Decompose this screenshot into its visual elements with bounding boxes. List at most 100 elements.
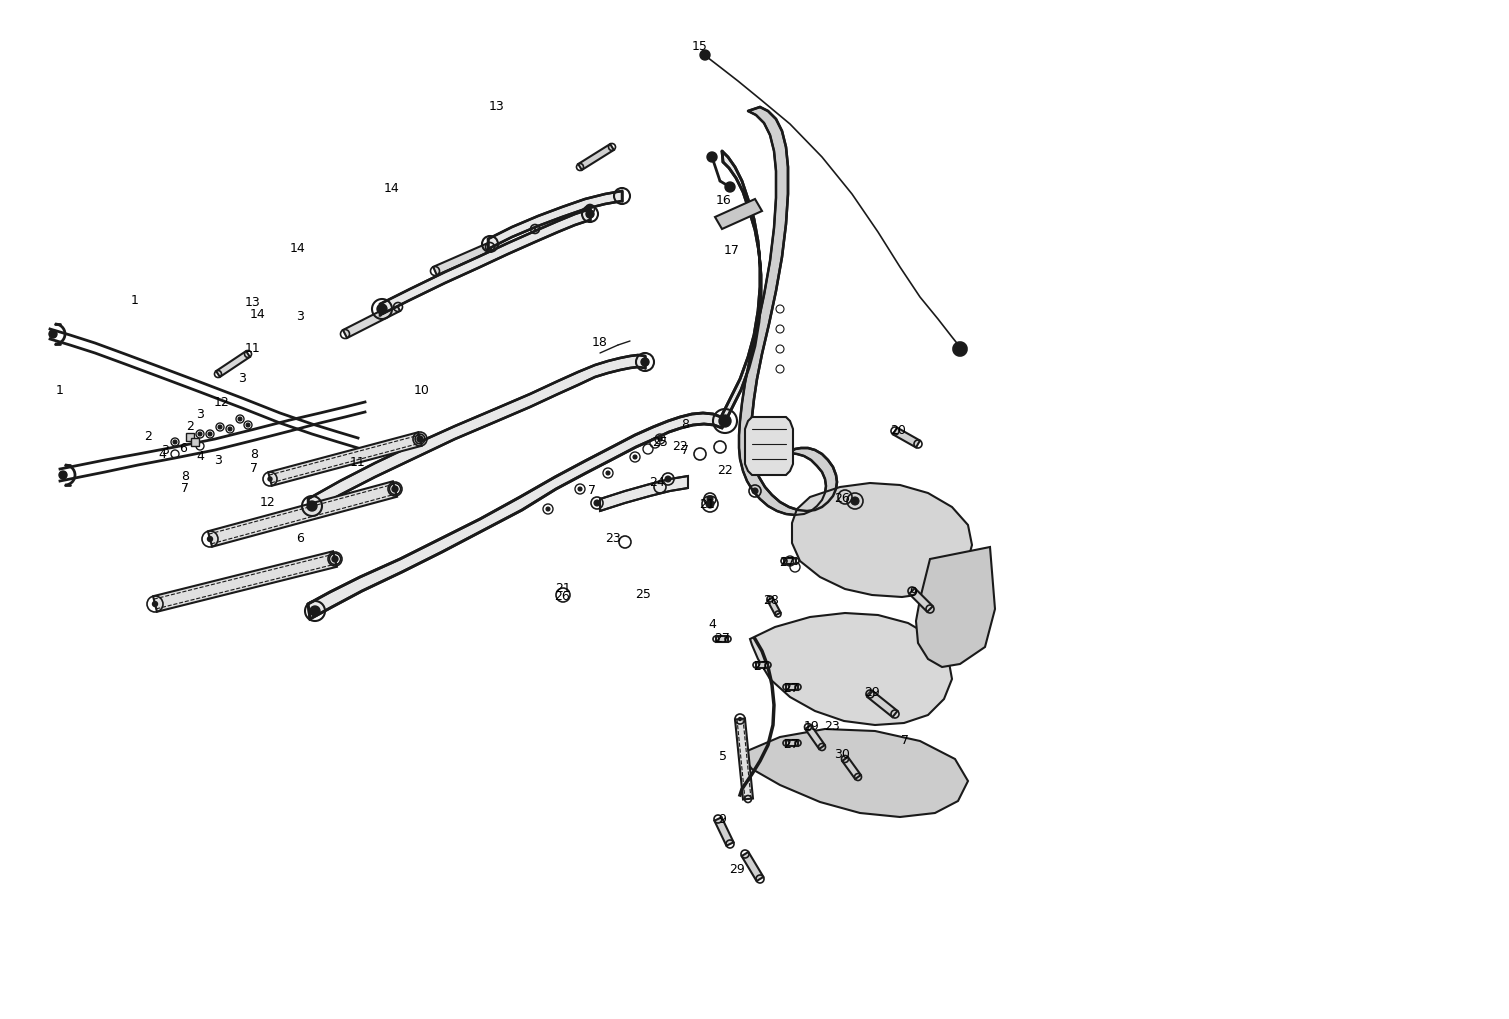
Text: 1: 1: [131, 293, 139, 306]
Circle shape: [665, 477, 672, 483]
Circle shape: [208, 537, 213, 542]
Text: 26: 26: [834, 491, 850, 504]
Text: 21: 21: [699, 497, 715, 510]
Text: 22: 22: [717, 463, 733, 476]
Circle shape: [309, 606, 320, 616]
Polygon shape: [768, 598, 780, 615]
Circle shape: [306, 501, 317, 512]
Polygon shape: [842, 757, 860, 780]
Polygon shape: [893, 428, 920, 448]
Circle shape: [416, 436, 423, 442]
Circle shape: [269, 478, 272, 482]
Text: 29: 29: [865, 685, 880, 698]
Bar: [192, 438, 199, 446]
Circle shape: [377, 305, 386, 315]
Text: 14: 14: [385, 181, 400, 195]
Circle shape: [238, 418, 241, 422]
Text: 4: 4: [196, 449, 204, 462]
Text: 20: 20: [890, 423, 905, 436]
Polygon shape: [714, 817, 733, 846]
Text: 27: 27: [783, 681, 798, 694]
Circle shape: [585, 211, 595, 219]
Text: 7: 7: [681, 444, 690, 458]
Polygon shape: [916, 547, 994, 667]
Circle shape: [217, 426, 222, 430]
Polygon shape: [741, 852, 764, 881]
Text: 9: 9: [908, 585, 917, 598]
Circle shape: [954, 343, 966, 356]
Text: 3: 3: [161, 443, 169, 457]
Circle shape: [174, 440, 177, 444]
Circle shape: [708, 496, 712, 502]
Text: 30: 30: [834, 747, 850, 760]
Text: 13: 13: [244, 296, 261, 308]
Polygon shape: [806, 726, 825, 749]
Circle shape: [718, 416, 730, 428]
Polygon shape: [380, 210, 590, 316]
Text: 16: 16: [717, 194, 732, 206]
Text: 27: 27: [714, 632, 730, 645]
Polygon shape: [433, 244, 492, 276]
Text: 6: 6: [296, 532, 303, 545]
Circle shape: [658, 437, 662, 441]
Text: 21: 21: [555, 581, 570, 594]
Polygon shape: [578, 145, 614, 171]
Text: 22: 22: [672, 440, 688, 453]
Circle shape: [641, 359, 649, 367]
Text: 4: 4: [158, 447, 166, 460]
Text: 3: 3: [196, 408, 204, 421]
Text: 9: 9: [718, 813, 726, 825]
Text: 7: 7: [901, 733, 908, 746]
Polygon shape: [750, 613, 952, 726]
Text: 3: 3: [238, 371, 246, 384]
Text: 15: 15: [693, 40, 708, 52]
Text: 17: 17: [724, 244, 739, 256]
Polygon shape: [786, 740, 798, 746]
Circle shape: [595, 500, 601, 506]
Circle shape: [59, 472, 66, 480]
Text: 23: 23: [824, 718, 841, 732]
Polygon shape: [534, 206, 592, 234]
Circle shape: [208, 433, 211, 436]
Polygon shape: [785, 558, 797, 565]
Text: 24: 24: [649, 475, 665, 488]
Text: 3: 3: [296, 309, 303, 322]
Text: 7: 7: [250, 461, 258, 474]
Text: 23: 23: [605, 531, 620, 544]
Polygon shape: [343, 304, 400, 338]
Text: 19: 19: [804, 718, 819, 732]
Polygon shape: [487, 192, 622, 250]
Circle shape: [392, 486, 398, 492]
Text: 8: 8: [681, 418, 690, 431]
Circle shape: [48, 331, 57, 338]
Circle shape: [228, 428, 232, 432]
Text: 11: 11: [244, 341, 261, 355]
Polygon shape: [216, 352, 250, 378]
Text: 10: 10: [413, 383, 430, 396]
Text: 8: 8: [250, 448, 258, 461]
Text: 8: 8: [181, 469, 189, 482]
Circle shape: [607, 472, 610, 476]
Circle shape: [851, 497, 859, 505]
Polygon shape: [792, 484, 972, 597]
Text: 27: 27: [783, 737, 798, 750]
Text: 26: 26: [554, 589, 570, 602]
Polygon shape: [786, 685, 798, 690]
Polygon shape: [308, 356, 644, 514]
Bar: [186, 433, 195, 441]
Circle shape: [724, 182, 735, 193]
Polygon shape: [269, 433, 423, 486]
Circle shape: [706, 500, 714, 508]
Polygon shape: [208, 482, 397, 547]
Text: 25: 25: [652, 436, 668, 449]
Text: 5: 5: [718, 749, 727, 762]
Text: 12: 12: [260, 496, 276, 510]
Text: 14: 14: [290, 242, 306, 255]
Text: 25: 25: [635, 588, 650, 601]
Circle shape: [246, 424, 250, 428]
Circle shape: [332, 556, 338, 562]
Circle shape: [632, 455, 637, 460]
Text: 1: 1: [56, 383, 63, 396]
Polygon shape: [735, 718, 753, 800]
Text: 14: 14: [250, 307, 266, 320]
